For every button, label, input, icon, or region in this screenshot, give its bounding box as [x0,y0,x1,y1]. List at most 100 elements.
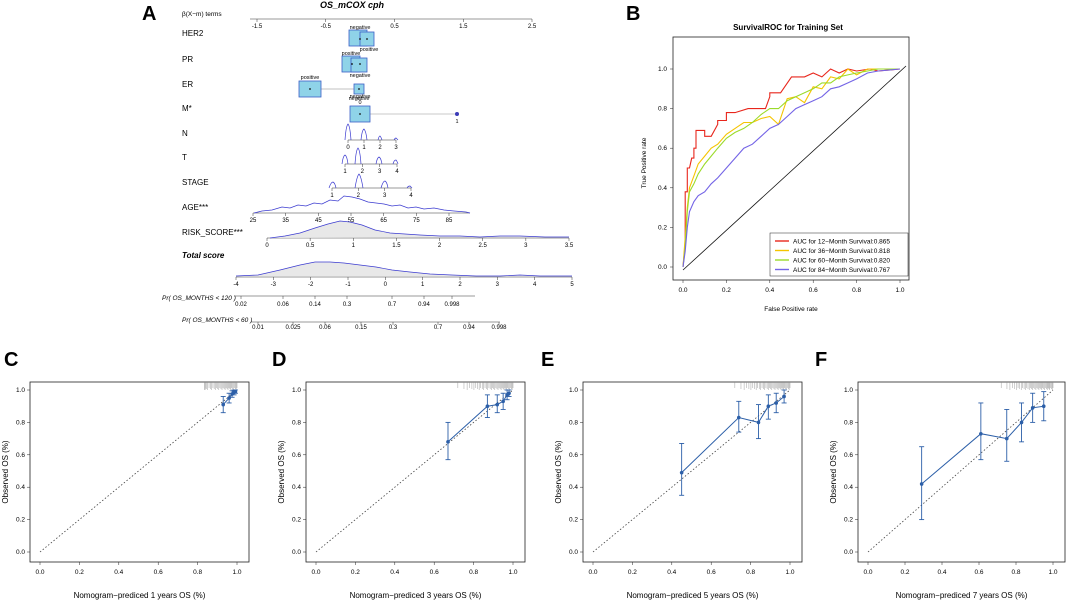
ideal-line [39,389,238,553]
total-score-axis-tick-label: -1 [345,282,351,288]
calibration-xlabel: Nomogram−prediced 5 years OS (%) [627,591,759,600]
m-level-0: 0 [358,100,361,106]
calibration-panel-e: 0.0 0.0 0.2 0.2 0.4 0.4 0.6 0.6 0.8 0.8 1.0 1.0 Nomo… [554,381,803,600]
prob-60-tick-label: 0.94 [463,325,475,331]
calibration-xlabel: Nomogram−prediced 7 years OS (%) [896,591,1028,600]
term-label-stage: STAGE [182,178,209,187]
prob-60-tick-label: 0.3 [389,325,398,331]
n-density [344,123,399,141]
roc-legend-entry-3: AUC for 84−Month Survival:0.767 [793,267,890,274]
pr-level-negative: negative [350,73,371,79]
panel-label-f: F [815,349,827,371]
total-score-density [235,261,572,277]
total-score-axis-tick-label: 1 [421,282,425,288]
x-tick-label: 1.0 [785,569,794,576]
stage-density [328,173,413,189]
prob-120-tick-label: 0.94 [418,302,430,308]
x-tick-label: 0.0 [863,569,872,576]
beta-axis-tick-label: 0.5 [390,24,399,30]
roc-x-tick-label: 0.0 [678,287,687,294]
y-tick-label: 0.4 [16,484,25,491]
risk-score-axis-tick-label: 2.5 [479,243,488,249]
prob-60-tick-label: 0.06 [319,325,331,331]
calibration-point [919,482,924,486]
y-tick-label: 1.0 [844,387,853,394]
calibration-ylabel: Observed OS (%) [829,440,838,503]
y-tick-label: 1.0 [292,387,301,394]
total-score-axis-tick-label: 4 [533,282,537,288]
age-density [253,195,471,214]
m-1-point [455,112,459,116]
prob-120-tick-label: 0.998 [444,302,460,308]
prob-120-tick-label: 0.14 [309,302,321,308]
t-axis-tick-label: 3 [378,169,382,175]
x-tick-label: 0.2 [75,569,84,576]
prob-120-tick-label: 0.3 [343,302,352,308]
y-tick-label: 0.4 [844,484,853,491]
svg-text:negative: negative [350,94,371,100]
beta-axis-tick-label: 2.5 [528,24,537,30]
beta-terms-label: β(X−m) terms [182,11,222,18]
roc-y-tick-label: 1.0 [658,66,667,73]
calibration-point [233,389,238,394]
roc-series-line-2 [682,68,900,268]
y-tick-label: 0.6 [292,452,301,459]
calibration-point [221,402,226,407]
x-tick-label: 1.0 [1048,569,1057,576]
roc-x-tick-label: 0.6 [809,287,818,294]
x-tick-label: 0.2 [900,569,909,576]
roc-x-tick-label: 0.4 [765,287,774,294]
calibration-point [446,440,450,444]
x-tick-label: 0.2 [351,569,360,576]
n-axis-tick-label: 0 [346,145,350,151]
roc-y-tick-label: 0.0 [658,264,667,271]
total-score-axis-tick-label: -2 [308,282,314,288]
x-tick-label: 0.8 [193,569,202,576]
x-tick-label: 0.0 [311,569,320,576]
y-tick-label: 0.8 [16,419,25,426]
roc-series-line-0 [682,68,901,268]
her2-level-negative: negative [350,25,371,31]
y-tick-label: 0.0 [569,549,578,556]
y-tick-label: 0.0 [844,549,853,556]
prob-120-label: Pr( OS_MONTHS < 120 ) [162,295,236,302]
calibration-xlabel: Nomogram−prediced 1 years OS (%) [74,591,206,600]
y-tick-label: 0.8 [844,419,853,426]
x-tick-label: 0.6 [430,569,439,576]
y-tick-label: 0.6 [844,452,853,459]
t-axis-tick-label: 2 [361,169,365,175]
term-label-t: T [182,153,187,162]
calibration-frame [29,381,250,563]
calibration-point [495,402,500,407]
term-label-pr: PR [182,55,193,64]
term-label-age: AGE*** [182,203,208,212]
x-tick-label: 0.4 [667,569,676,576]
n-axis-tick-label: 3 [394,145,398,151]
roc-ylabel: True Positive rate [641,137,648,188]
prob-60-tick-label: 0.998 [491,325,507,331]
beta-axis-tick-label: -1.5 [252,24,263,30]
roc-y-tick-label: 0.4 [658,185,667,192]
calibration-point [485,404,490,409]
x-tick-label: 1.0 [232,569,241,576]
risk-score-axis-tick-label: 1 [352,243,356,249]
calibration-point [756,420,761,425]
prob-120-tick-label: 0.7 [388,302,397,308]
total-score-axis-tick-label: 5 [570,282,574,288]
n-axis-tick-label: 2 [378,145,382,151]
risk-score-axis-tick-label: 1.5 [392,243,401,249]
total-score-axis-tick-label: -4 [233,282,239,288]
y-tick-label: 0.6 [16,452,25,459]
stage-axis-tick-label: 3 [383,193,387,199]
risk-score-axis-tick-label: 3.5 [565,243,574,249]
risk-score-density [269,220,569,239]
risk-score-axis-tick-label: 0 [265,243,269,249]
calibration-point [1004,436,1009,441]
calibration-frame [582,381,803,563]
stage-axis-tick-label: 4 [409,193,413,199]
calibration-point [979,431,983,436]
calibration-frame [857,381,1066,563]
calibration-ylabel: Observed OS (%) [554,440,563,503]
roc-plot-frame [672,36,910,281]
